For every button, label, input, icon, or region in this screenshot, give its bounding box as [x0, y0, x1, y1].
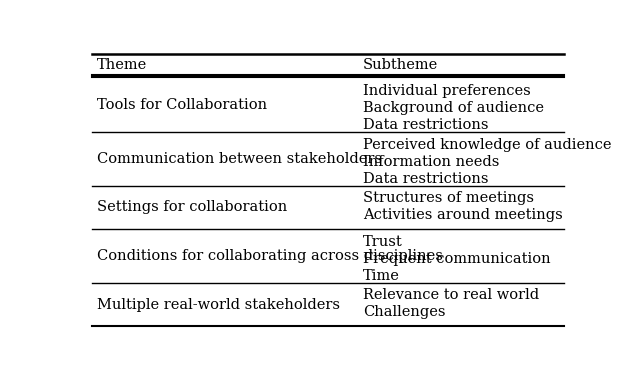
Text: Data restrictions: Data restrictions: [363, 118, 488, 132]
Text: Communication between stakeholders: Communication between stakeholders: [97, 152, 382, 166]
Text: Background of audience: Background of audience: [363, 101, 544, 115]
Text: Theme: Theme: [97, 58, 148, 72]
Text: Frequent communication: Frequent communication: [363, 252, 550, 266]
Text: Multiple real-world stakeholders: Multiple real-world stakeholders: [97, 297, 340, 312]
Text: Information needs: Information needs: [363, 155, 499, 169]
Text: Trust: Trust: [363, 235, 403, 249]
Text: Individual preferences: Individual preferences: [363, 84, 531, 98]
Text: Tools for Collaboration: Tools for Collaboration: [97, 98, 268, 112]
Text: Relevance to real world: Relevance to real world: [363, 288, 539, 302]
Text: Challenges: Challenges: [363, 305, 445, 319]
Text: Settings for collaboration: Settings for collaboration: [97, 201, 287, 215]
Text: Conditions for collaborating across disciplines: Conditions for collaborating across disc…: [97, 249, 444, 263]
Text: Structures of meetings: Structures of meetings: [363, 191, 534, 205]
Text: Subtheme: Subtheme: [363, 58, 438, 72]
Text: Data restrictions: Data restrictions: [363, 172, 488, 186]
Text: Perceived knowledge of audience: Perceived knowledge of audience: [363, 138, 611, 152]
Text: Time: Time: [363, 269, 399, 283]
Text: Activities around meetings: Activities around meetings: [363, 208, 563, 222]
